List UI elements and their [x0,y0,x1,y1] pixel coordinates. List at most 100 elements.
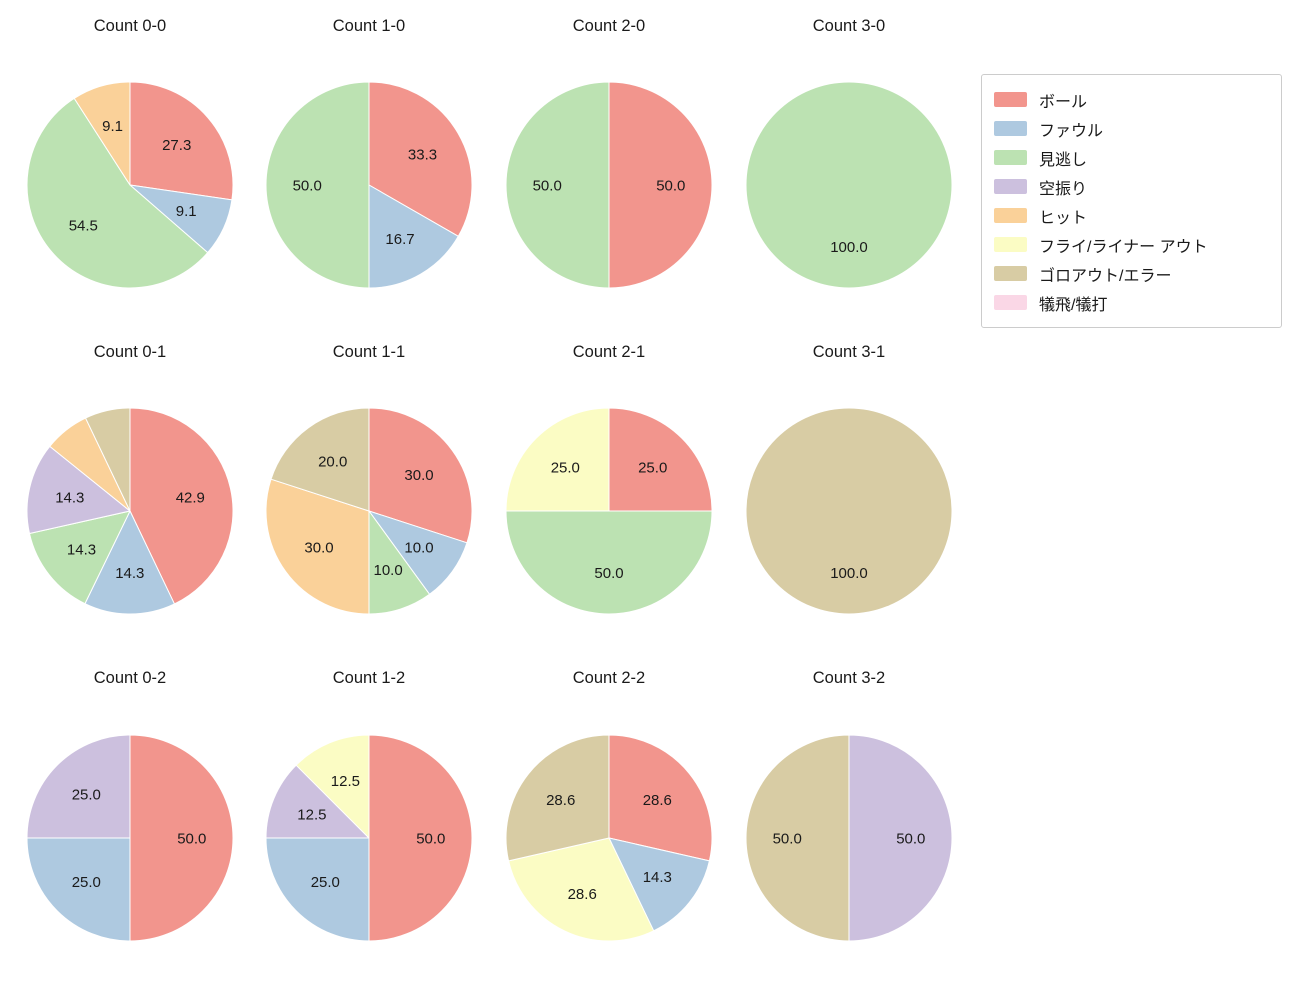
chart-title-count-0-0: Count 0-0 [93,17,167,35]
pie-label-ball: 27.3 [162,137,191,154]
pie-slice-fly_liner_out [505,407,610,512]
pie-label-ball: 50.0 [656,177,685,194]
legend-swatch-hit [994,208,1027,223]
pie-label-fly_liner_out: 25.0 [551,460,580,477]
legend: ボールファウル見逃し空振りヒットフライ/ライナー アウト ゴロアウト/エラー 犠飛/… [981,74,1282,328]
legend-swatch-swinging_strike [994,179,1027,194]
pie-label-called_strike: 50.0 [293,177,322,194]
pie-label-foul: 25.0 [311,874,340,891]
pie-slice-ball [129,734,234,942]
pie-slice-ball [129,407,234,605]
pie-label-foul: 9.1 [176,203,197,220]
legend-item-sacrifice: 犠飛/犠打 [994,288,1269,317]
pie-label-called_strike: 10.0 [373,562,402,579]
pie-label-foul: 25.0 [72,874,101,891]
chart-title-count-3-1: Count 3-1 [812,343,886,361]
legend-swatch-sacrifice [994,295,1027,310]
pie-count-3-2: 50.0 50.0 [745,734,953,942]
pie-label-ball: 50.0 [416,830,445,847]
pie-slice-called_strike [265,81,370,289]
pie-slice-hit [73,81,131,186]
legend-label-swinging_strike: 空振り [1039,180,1088,198]
pie-label-ball: 33.3 [408,146,437,163]
pie-label-called_strike: 50.0 [594,565,623,582]
legend-label-ball: ボール [1039,93,1088,111]
legend-swatch-ball [994,92,1027,107]
pie-slice-swinging_strike [26,734,131,839]
pie-count-2-0: 50.0 50.0 [505,81,713,289]
chart-title-count-0-2: Count 0-2 [93,669,167,687]
pie-count-2-2: 28.6 14.3 28.6 28.6 [505,734,713,942]
legend-item-called_strike: 見逃し [994,143,1269,172]
pie-slice-swinging_strike [265,764,370,839]
pie-count-0-2: 50.0 25.0 25.0 [26,734,234,942]
pie-slice-ground_out_error [270,407,370,512]
legend-item-ball: ボール [994,85,1269,114]
pie-label-called_strike: 54.5 [69,218,98,235]
chart-title-count-0-1: Count 0-1 [93,343,167,361]
pie-slice-fly_liner_out [295,734,370,839]
chart-title-count-1-1: Count 1-1 [332,343,406,361]
pie-slice-called_strike [505,510,713,615]
pie-count-0-1: 42.9 14.3 14.3 14.3 [26,407,234,615]
pie-label-ground_out_error: 28.6 [546,792,575,809]
pie-count-3-0: 100.0 [745,81,953,289]
pie-slice-ball [608,734,713,862]
legend-item-fly_liner_out: フライ/ライナー アウト [994,230,1269,259]
pie-slice-called_strike [505,81,610,289]
pie-count-1-2: 50.0 25.0 12.5 12.5 [265,734,473,942]
pie-count-1-1: 30.0 10.010.0 30.0 20.0 [265,407,473,615]
legend-label-ground_out_error: ゴロアウト/エラー [1039,267,1172,285]
pie-slice-called_strike [26,97,209,289]
pie-count-1-0: 33.3 16.7 50.0 [265,81,473,289]
legend-swatch-foul [994,121,1027,136]
legend-swatch-ground_out_error [994,266,1027,281]
chart-title-count-2-0: Count 2-0 [572,17,646,35]
pie-label-foul: 14.3 [643,869,672,886]
legend-swatch-fly_liner_out [994,237,1027,252]
pie-slice-foul [84,510,175,615]
legend-label-sacrifice: 犠飛/犠打 [1039,296,1108,314]
chart-title-count-1-2: Count 1-2 [332,669,406,687]
pie-label-swinging_strike: 12.5 [297,807,326,824]
pie-label-ball: 50.0 [177,830,206,847]
pie-slice-swinging_strike [848,734,953,942]
pie-slice-ball [368,81,473,237]
pie-slice-called_strike [28,510,131,605]
legend-item-swinging_strike: 空振り [994,172,1269,201]
pie-slice-ball [368,734,473,942]
pie-slice-foul [26,837,131,942]
pie-label-ground_out_error: 50.0 [773,830,802,847]
pie-label-swinging_strike: 25.0 [72,787,101,804]
legend-label-called_strike: 見逃し [1039,151,1088,169]
pie-label-foul: 16.7 [385,231,414,248]
pie-slice-ground_out_error [745,407,953,615]
legend-label-hit: ヒット [1039,209,1088,227]
pie-slice-ball [608,407,713,512]
legend-item-foul: ファウル [994,114,1269,143]
pie-slice-called_strike [745,81,953,289]
pie-label-swinging_strike: 50.0 [896,830,925,847]
legend-label-fly_liner_out: フライ/ライナー アウト [1039,238,1208,256]
pie-label-swinging_strike: 14.3 [55,489,84,506]
pie-label-ball: 30.0 [404,467,433,484]
pie-label-called_strike: 50.0 [533,177,562,194]
chart-title-count-2-1: Count 2-1 [572,343,646,361]
pie-label-ground_out_error: 100.0 [830,565,868,582]
pie-label-foul: 10.0 [404,540,433,557]
chart-title-count-2-2: Count 2-2 [572,669,646,687]
pie-slice-hit [265,478,370,615]
pie-label-hit: 9.1 [102,118,123,135]
chart-title-count-3-0: Count 3-0 [812,17,886,35]
pie-label-ground_out_error: 20.0 [318,453,347,470]
legend-item-hit: ヒット [994,201,1269,230]
pie-slice-ground_out_error [745,734,850,942]
pie-label-called_strike: 14.3 [67,542,96,559]
pie-slice-ground_out_error [85,407,131,512]
pie-slice-foul [368,184,459,289]
pie-label-fly_liner_out: 12.5 [331,773,360,790]
pie-label-ball: 25.0 [638,460,667,477]
pie-slice-foul [265,837,370,942]
pie-count-2-1: 25.0 50.0 25.0 [505,407,713,615]
